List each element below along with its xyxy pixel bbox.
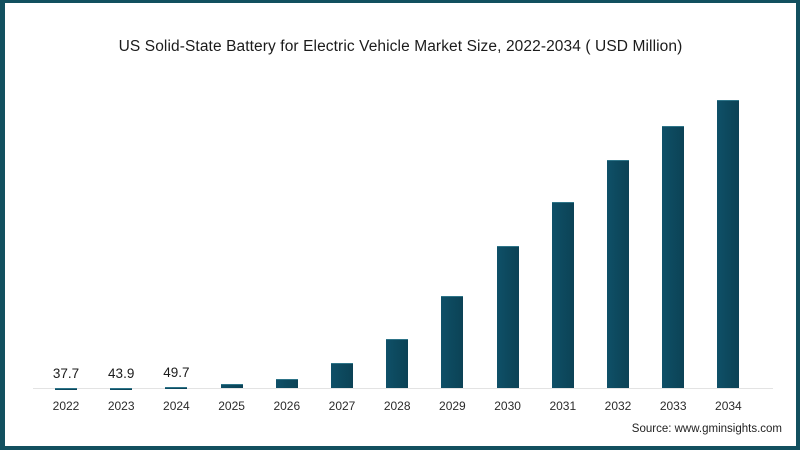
x-tick-2023: 2023 (107, 399, 135, 413)
bar-2027 (331, 363, 353, 388)
bar-2022 (55, 388, 77, 390)
bar-2028 (386, 339, 409, 388)
x-tick-2032: 2032 (604, 399, 632, 413)
x-tick-2031: 2031 (549, 399, 577, 413)
x-tick-2025: 2025 (218, 399, 245, 413)
x-axis-baseline (33, 388, 773, 389)
bar-2024 (165, 387, 188, 389)
bar-2034 (717, 100, 740, 388)
bar-2029 (441, 296, 464, 388)
bar-2033 (662, 126, 685, 388)
x-tick-2026: 2026 (273, 399, 301, 413)
x-tick-2029: 2029 (439, 399, 466, 413)
source-note: Source: www.gminsights.com (631, 423, 782, 435)
bar-2031 (551, 202, 574, 388)
x-tick-2027: 2027 (328, 399, 356, 413)
plot-area: 37.7 43.9 49.7 2022 2023 2024 2025 2026 2027 202… (5, 3, 796, 446)
bar-2032 (607, 160, 629, 388)
bar-2030 (496, 246, 519, 388)
data-label-2023: 43.9 (108, 366, 135, 381)
chart-canvas: US Solid-State Battery for Electric Vehi… (5, 3, 796, 446)
chart-title: US Solid-State Battery for Electric Vehi… (118, 38, 683, 55)
x-tick-2022: 2022 (52, 399, 80, 413)
x-tick-2028: 2028 (383, 399, 411, 413)
x-tick-2034: 2034 (715, 399, 742, 413)
data-label-2022: 37.7 (52, 366, 80, 381)
bar-2023 (110, 388, 133, 390)
bar-2026 (275, 379, 298, 388)
x-tick-2030: 2030 (494, 399, 521, 413)
x-tick-2033: 2033 (659, 399, 687, 413)
bar-2025 (220, 384, 243, 388)
x-tick-2024: 2024 (163, 399, 190, 413)
data-label-2024: 49.7 (163, 365, 190, 380)
